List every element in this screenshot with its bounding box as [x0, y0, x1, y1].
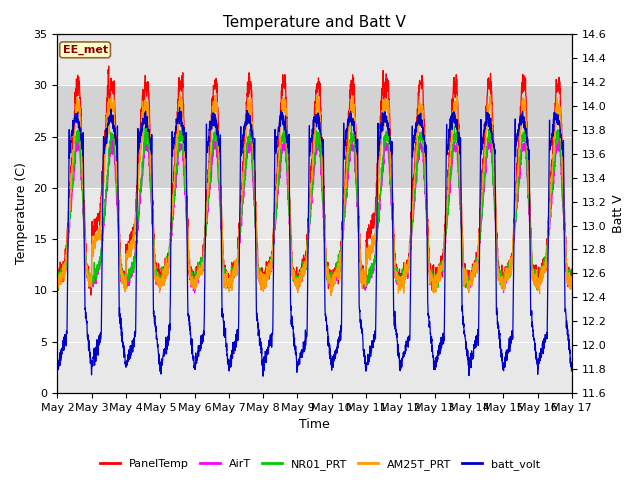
Y-axis label: Batt V: Batt V: [612, 194, 625, 233]
Text: EE_met: EE_met: [63, 45, 108, 55]
Bar: [58, 85, 572, 188]
Legend: PanelTemp, AirT, NR01_PRT, AM25T_PRT, batt_volt: PanelTemp, AirT, NR01_PRT, AM25T_PRT, ba…: [95, 455, 545, 474]
Y-axis label: Temperature (C): Temperature (C): [15, 163, 28, 264]
X-axis label: Time: Time: [300, 419, 330, 432]
Title: Temperature and Batt V: Temperature and Batt V: [223, 15, 406, 30]
